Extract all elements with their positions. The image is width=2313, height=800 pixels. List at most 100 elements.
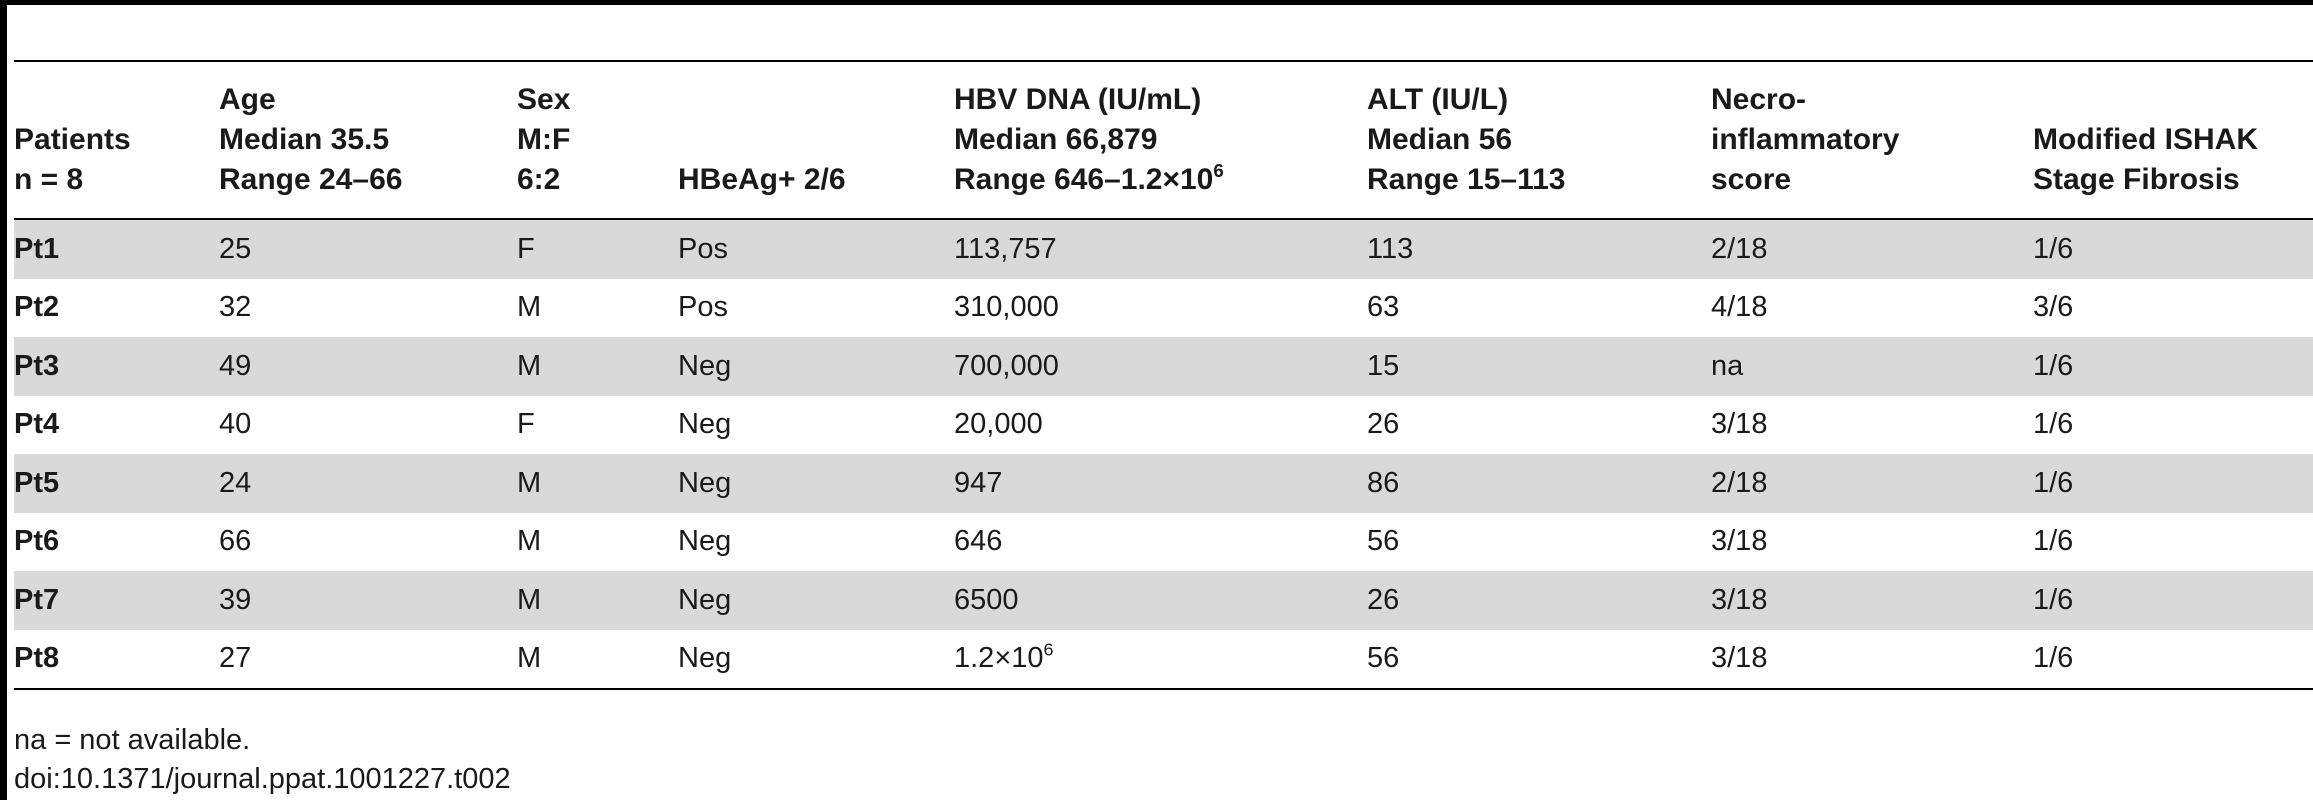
cell-sex-value: M [517,349,542,382]
cell-hbv-dna: 6500 [954,571,1367,630]
cell-alt-value: 26 [1367,408,1400,441]
cell-ishak-fibrosis-value: 3/6 [2033,291,2074,324]
cell-sex-value: M [517,291,542,324]
cell-ishak-fibrosis-value: 1/6 [2033,583,2074,616]
cell-hbv-dna: 113,757 [954,219,1367,279]
cell-ishak-fibrosis-value: 1/6 [2033,408,2074,441]
cell-alt-value: 56 [1367,642,1400,675]
cell-hbv-dna: 700,000 [954,337,1367,396]
cell-age: 27 [219,630,517,690]
cell-age: 66 [219,513,517,572]
header-hbeag: HBeAg+ 2/6 [678,61,954,219]
cell-age-value: 66 [219,525,252,558]
footnote-abbreviation: na = not available. [14,724,251,756]
cell-hbv-dna: 310,000 [954,279,1367,338]
cell-ishak-fibrosis: 3/6 [2033,279,2313,338]
cell-necroinflammatory-score-value: na [1711,349,1744,382]
header-line: ALT (IU/L) [1367,83,1509,116]
cell-age-value: 24 [219,466,252,499]
header-line: n = 8 [14,163,84,196]
cell-patient-value: Pt2 [14,291,60,324]
cell-hbv-dna-value: 6500 [954,583,1019,616]
cell-ishak-fibrosis: 1/6 [2033,571,2313,630]
table-row: Pt4 40 F Neg 20,000 26 3/18 1/6 [14,396,2313,455]
cell-patient: Pt5 [14,454,219,513]
cell-hbeag: Neg [678,513,954,572]
cell-hbv-dna: 1.2×106 [954,630,1367,690]
table-row: Pt2 32 M Pos 310,000 63 4/18 3/6 [14,279,2313,338]
cell-age: 49 [219,337,517,396]
header-alt: ALT (IU/L) Median 56 Range 15–113 [1367,61,1711,219]
header-line: 6:2 [517,163,561,196]
cell-patient-value: Pt6 [14,525,60,558]
cell-necroinflammatory-score-value: 3/18 [1711,525,1768,558]
cell-hbv-dna-value: 947 [954,466,1003,499]
cell-alt: 113 [1367,219,1711,279]
cell-necroinflammatory-score: 2/18 [1711,219,2033,279]
table-row: Pt7 39 M Neg 6500 26 3/18 1/6 [14,571,2313,630]
cell-patient-value: Pt8 [14,642,60,675]
cell-hbv-dna: 646 [954,513,1367,572]
cell-sex-value: M [517,642,542,675]
cell-patient-value: Pt1 [14,232,60,265]
cell-ishak-fibrosis-value: 1/6 [2033,525,2074,558]
cell-patient: Pt2 [14,279,219,338]
cell-patient: Pt8 [14,630,219,690]
cell-ishak-fibrosis: 1/6 [2033,630,2313,690]
cell-sex: M [517,571,678,630]
cell-patient: Pt4 [14,396,219,455]
cell-alt-value: 26 [1367,583,1400,616]
cell-hbv-dna-value: 1.2×10 [954,642,1044,675]
cell-hbeag-value: Pos [678,291,728,324]
cell-necroinflammatory-score-value: 4/18 [1711,291,1768,324]
table-row: Pt8 27 M Neg 1.2×106 56 3/18 1/6 [14,630,2313,690]
cell-alt: 56 [1367,630,1711,690]
top-border-rule [0,0,2313,5]
cell-necroinflammatory-score-value: 2/18 [1711,232,1768,265]
header-line: Median 66,879 [954,123,1158,156]
cell-sex-value: F [517,232,535,265]
cell-ishak-fibrosis-value: 1/6 [2033,349,2074,382]
header-line: Modified ISHAK [2033,123,2258,156]
table-row: Pt3 49 M Neg 700,000 15 na 1/6 [14,337,2313,396]
cell-patient: Pt3 [14,337,219,396]
cell-necroinflammatory-score: na [1711,337,2033,396]
cell-hbv-dna-value: 700,000 [954,349,1059,382]
cell-necroinflammatory-score: 3/18 [1711,630,2033,690]
cell-ishak-fibrosis: 1/6 [2033,337,2313,396]
cell-hbv-dna: 947 [954,454,1367,513]
cell-hbeag-value: Neg [678,466,732,499]
cell-ishak-fibrosis-value: 1/6 [2033,466,2074,499]
cell-ishak-fibrosis: 1/6 [2033,454,2313,513]
cell-hbv-dna-value: 20,000 [954,408,1043,441]
header-line: HBV DNA (IU/mL) [954,83,1202,116]
cell-age: 25 [219,219,517,279]
header-line: Range 24–66 [219,163,403,196]
table-row: Pt5 24 M Neg 947 86 2/18 1/6 [14,454,2313,513]
cell-patient: Pt6 [14,513,219,572]
cell-age: 32 [219,279,517,338]
header-hbv-dna: HBV DNA (IU/mL) Median 66,879 Range 646–1.… [954,61,1367,219]
cell-alt: 15 [1367,337,1711,396]
cell-hbeag-value: Neg [678,349,732,382]
footnote-doi: doi:10.1371/journal.ppat.1001227.t002 [14,763,511,795]
cell-ishak-fibrosis-value: 1/6 [2033,642,2074,675]
cell-sex: F [517,219,678,279]
header-sex: Sex M:F 6:2 [517,61,678,219]
header-age: Age Median 35.5 Range 24–66 [219,61,517,219]
cell-hbeag: Neg [678,630,954,690]
cell-patient-value: Pt7 [14,583,60,616]
cell-age: 40 [219,396,517,455]
header-ishak-fibrosis: Modified ISHAK Stage Fibrosis [2033,61,2313,219]
cell-hbeag: Neg [678,396,954,455]
cell-necroinflammatory-score: 4/18 [1711,279,2033,338]
header-line: Sex [517,83,571,116]
header-line: Age [219,83,276,116]
cell-necroinflammatory-score-value: 3/18 [1711,642,1768,675]
cell-age: 24 [219,454,517,513]
patient-characteristics-table: Patients n = 8 Age Median 35.5 Range 24–66 Se… [14,60,2313,690]
cell-alt: 26 [1367,396,1711,455]
cell-patient-value: Pt3 [14,349,60,382]
cell-patient: Pt7 [14,571,219,630]
cell-sex-value: M [517,583,542,616]
